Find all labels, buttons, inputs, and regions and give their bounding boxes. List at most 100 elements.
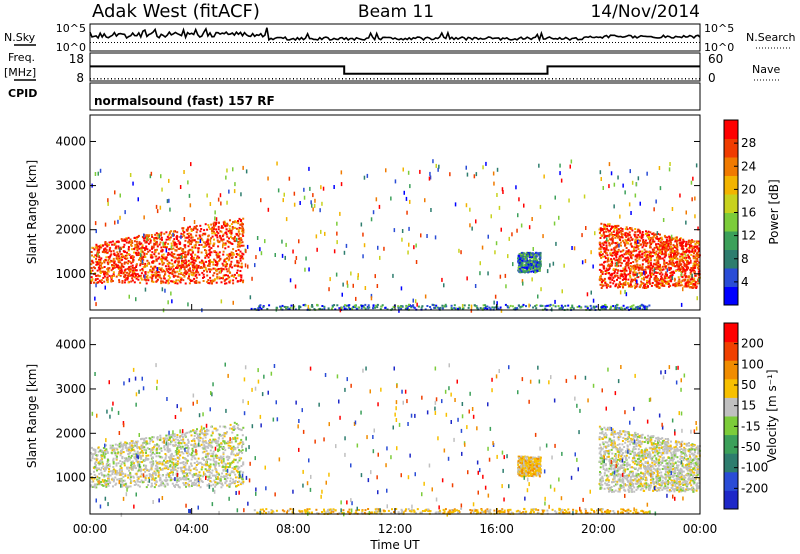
data-cell (519, 264, 522, 267)
data-cell (231, 226, 234, 228)
data-cell (234, 264, 237, 267)
data-cell (174, 230, 177, 233)
data-cell (150, 234, 153, 236)
data-cell (612, 234, 615, 237)
data-cell (221, 235, 224, 238)
data-cell (101, 478, 104, 481)
data-cell (603, 247, 606, 250)
data-cell (656, 258, 659, 261)
data-cell (156, 234, 159, 237)
data-cell (642, 286, 645, 289)
data-cell (669, 258, 672, 261)
data-cell (165, 256, 168, 259)
data-cell (160, 282, 163, 285)
data-cell (208, 245, 211, 248)
data-cell (209, 242, 212, 245)
data-cell (232, 282, 235, 285)
data-cell (94, 296, 96, 301)
data-cell (104, 452, 107, 455)
data-cell (147, 250, 150, 253)
data-cell (164, 270, 167, 275)
data-cell (236, 261, 239, 264)
data-cell (142, 237, 145, 240)
data-cell (139, 475, 142, 478)
data-cell (527, 268, 530, 271)
data-cell (626, 306, 629, 309)
data-cell (189, 430, 192, 433)
data-cell (682, 260, 684, 262)
data-cell (612, 276, 615, 279)
data-cell (615, 242, 618, 245)
data-cell (177, 239, 180, 242)
data-cell (161, 287, 164, 292)
data-cell (521, 259, 524, 262)
data-cell (240, 230, 243, 233)
data-cell (135, 263, 138, 266)
data-cell (653, 259, 656, 262)
data-cell (236, 271, 238, 274)
data-cell (216, 261, 219, 263)
data-cell (604, 306, 607, 309)
data-cell (689, 283, 692, 285)
data-cell (688, 249, 690, 252)
data-cell (169, 236, 172, 239)
data-cell (644, 270, 647, 273)
data-cell (108, 261, 111, 264)
data-cell (615, 226, 618, 229)
data-cell (190, 271, 193, 274)
data-cell (159, 238, 162, 241)
data-cell (617, 224, 620, 227)
data-cell (602, 307, 605, 310)
data-cell (257, 307, 260, 310)
data-cell (203, 265, 206, 268)
data-cell (144, 477, 147, 480)
data-cell (601, 229, 604, 232)
data-cell (693, 271, 696, 273)
data-cell (163, 270, 166, 273)
data-cell (641, 263, 644, 266)
data-cell (94, 451, 97, 453)
data-cell (121, 281, 124, 284)
data-cell (138, 454, 141, 457)
data-cell (520, 261, 523, 264)
data-cell (212, 263, 215, 266)
data-cell (680, 302, 683, 307)
data-cell (110, 260, 112, 263)
data-cell (225, 175, 227, 180)
data-cell (155, 243, 158, 246)
data-cell (630, 280, 632, 283)
data-cell (655, 237, 658, 240)
data-cell (532, 262, 535, 265)
data-cell (679, 238, 681, 241)
data-cell (686, 248, 689, 251)
data-cell (526, 259, 529, 262)
data-cell (105, 474, 108, 477)
data-cell (238, 480, 241, 483)
data-cell (370, 217, 373, 222)
data-cell (351, 307, 353, 310)
data-cell (159, 484, 162, 487)
data-cell (116, 258, 119, 261)
data-cell (692, 283, 695, 285)
data-cell (573, 246, 576, 251)
data-cell (96, 483, 99, 486)
data-cell (519, 255, 522, 258)
data-cell (658, 243, 661, 246)
data-cell (187, 227, 190, 230)
data-cell (229, 423, 232, 426)
data-cell (684, 263, 687, 266)
data-cell (519, 260, 521, 263)
data-cell (121, 258, 124, 261)
data-cell (636, 255, 639, 257)
data-cell (169, 231, 171, 234)
data-cell (133, 450, 136, 453)
data-cell (163, 232, 166, 235)
data-cell (211, 430, 214, 433)
data-cell (613, 272, 616, 275)
data-cell (669, 162, 671, 166)
data-cell (237, 228, 240, 231)
data-cell (635, 306, 638, 309)
data-cell (562, 306, 564, 309)
data-cell (193, 262, 196, 265)
data-cell (631, 250, 634, 253)
